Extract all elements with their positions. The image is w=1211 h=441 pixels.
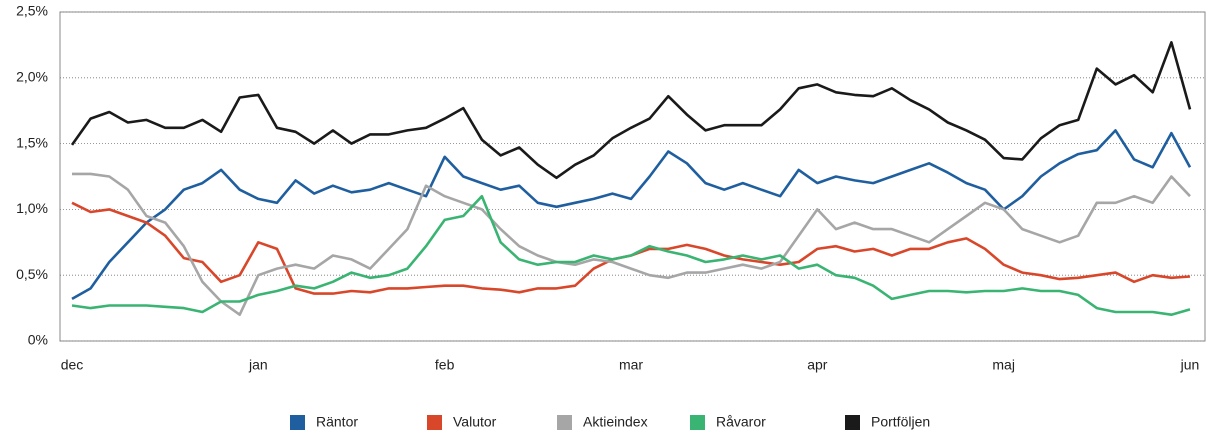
legend-swatch	[427, 415, 442, 430]
x-tick-label: feb	[435, 357, 455, 373]
y-tick-label: 2,5%	[16, 3, 48, 19]
series-line	[71, 201, 1191, 295]
legend-swatch	[290, 415, 305, 430]
legend-swatch	[690, 415, 705, 430]
y-tick-label: 0%	[28, 332, 48, 348]
legend-swatch	[557, 415, 572, 430]
x-tick-label: mar	[619, 357, 643, 373]
legend-label: Räntor	[316, 414, 358, 430]
series-line	[70, 41, 1192, 180]
series-line	[72, 172, 1191, 316]
y-tick-label: 1,5%	[16, 134, 48, 150]
y-tick-label: 1,0%	[16, 200, 48, 216]
plot-frame	[59, 11, 1206, 342]
x-tick-label: apr	[807, 357, 828, 373]
legend-label: Valutor	[453, 414, 497, 430]
legend-swatch	[845, 415, 860, 430]
x-tick-label: jan	[248, 357, 268, 373]
series-line	[71, 194, 1191, 316]
y-tick-label: 0,5%	[16, 266, 48, 282]
x-tick-label: dec	[61, 357, 84, 373]
y-tick-label: 2,0%	[16, 69, 48, 85]
legend-label: Aktieindex	[583, 414, 648, 430]
legend-label: Portföljen	[871, 414, 930, 430]
legend-label: Råvaror	[716, 414, 766, 430]
x-tick-label: jun	[1180, 357, 1200, 373]
x-tick-label: maj	[992, 357, 1015, 373]
